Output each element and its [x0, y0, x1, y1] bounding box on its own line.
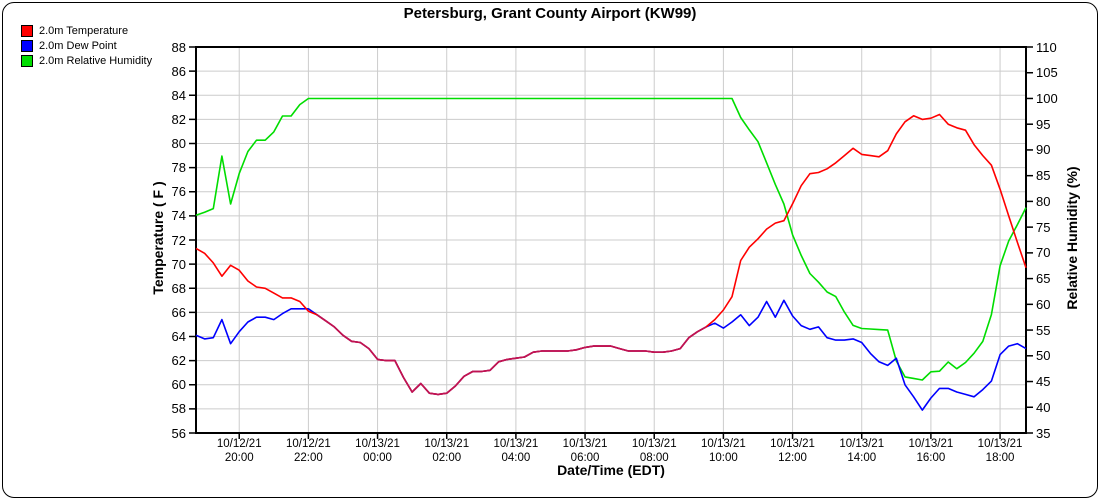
x-tick-label: 10/13/21 04:00	[493, 438, 539, 464]
x-tick-label: 10/13/21 18:00	[977, 438, 1023, 464]
x-tick-label: 10/13/21 00:00	[355, 438, 400, 464]
y-right-tick-label: 65	[1036, 271, 1051, 287]
y-left-tick-label: 78	[171, 160, 186, 176]
y-right-tick-label: 45	[1036, 374, 1051, 390]
y-right-tick-label: 95	[1036, 116, 1051, 132]
y-right-tick-label: 100	[1036, 90, 1058, 106]
x-tick-label: 10/13/21 10:00	[701, 438, 746, 464]
y-left-tick-label: 76	[171, 184, 186, 200]
y-right-tick-label: 50	[1036, 348, 1051, 364]
y-left-tick-label: 66	[171, 304, 186, 320]
y-right-tick-label: 75	[1036, 219, 1051, 235]
y-left-tick-label: 86	[171, 63, 186, 79]
legend-item-relative-humidity: 2.0m Relative Humidity	[21, 53, 152, 68]
y-left-tick-label: 56	[171, 425, 186, 441]
y-right-tick-label: 110	[1036, 39, 1057, 55]
chart-title: Petersburg, Grant County Airport (KW99)	[403, 5, 697, 22]
legend-item-dew-point: 2.0m Dew Point	[21, 38, 152, 53]
y-left-tick-label: 74	[171, 208, 186, 224]
y-left-tick-label: 62	[171, 353, 186, 369]
x-tick-label: 10/13/21 08:00	[631, 438, 677, 464]
legend-label: 2.0m Relative Humidity	[39, 54, 153, 67]
y-right-tick-label: 105	[1036, 65, 1058, 81]
x-axis-title: Date/Time (EDT)	[557, 462, 665, 478]
legend-label: 2.0m Dew Point	[39, 39, 117, 52]
dew-point-swatch-icon	[21, 39, 33, 52]
y-left-tick-label: 68	[171, 280, 186, 296]
y-left-tick-label: 64	[171, 329, 186, 344]
y-right-tick-label: 80	[1036, 193, 1051, 209]
y-right-tick-label: 40	[1036, 399, 1051, 415]
y-left-tick-label: 58	[171, 401, 186, 417]
y-right-tick-label: 85	[1036, 168, 1051, 184]
y-right-tick-label: 35	[1036, 425, 1051, 441]
y-right-axis-title: Relative Humidity (%)	[1064, 166, 1080, 310]
y-right-tick-label: 60	[1036, 296, 1051, 312]
y-left-tick-label: 72	[171, 232, 186, 248]
legend-item-temperature: 2.0m Temperature	[21, 23, 152, 38]
y-right-tick-label: 55	[1036, 322, 1051, 338]
x-tick-label: 10/13/21 06:00	[562, 438, 608, 464]
y-left-tick-label: 60	[171, 377, 186, 393]
x-tick-label: 10/13/21 02:00	[424, 438, 470, 464]
temperature-swatch-icon	[21, 24, 33, 37]
x-tick-label: 10/12/21 20:00	[216, 438, 262, 464]
legend-label: 2.0m Temperature	[39, 24, 129, 37]
y-left-axis-title: Temperature ( F )	[150, 181, 166, 295]
y-left-tick-label: 88	[171, 39, 186, 55]
y-left-tick-label: 70	[171, 256, 186, 272]
y-right-tick-label: 70	[1036, 245, 1051, 261]
legend: 2.0m Temperature 2.0m Dew Point 2.0m Rel…	[21, 23, 152, 68]
y-left-tick-label: 80	[171, 136, 186, 151]
relative-humidity-swatch-icon	[21, 54, 33, 67]
x-tick-label: 10/13/21 16:00	[908, 438, 954, 464]
y-left-tick-label: 84	[171, 87, 186, 103]
x-tick-label: 10/13/21 12:00	[770, 438, 815, 464]
x-tick-label: 10/12/21 22:00	[286, 438, 331, 464]
y-left-tick-label: 82	[171, 111, 186, 127]
y-right-tick-label: 90	[1036, 142, 1051, 158]
x-tick-label: 10/13/21 14:00	[839, 438, 885, 464]
